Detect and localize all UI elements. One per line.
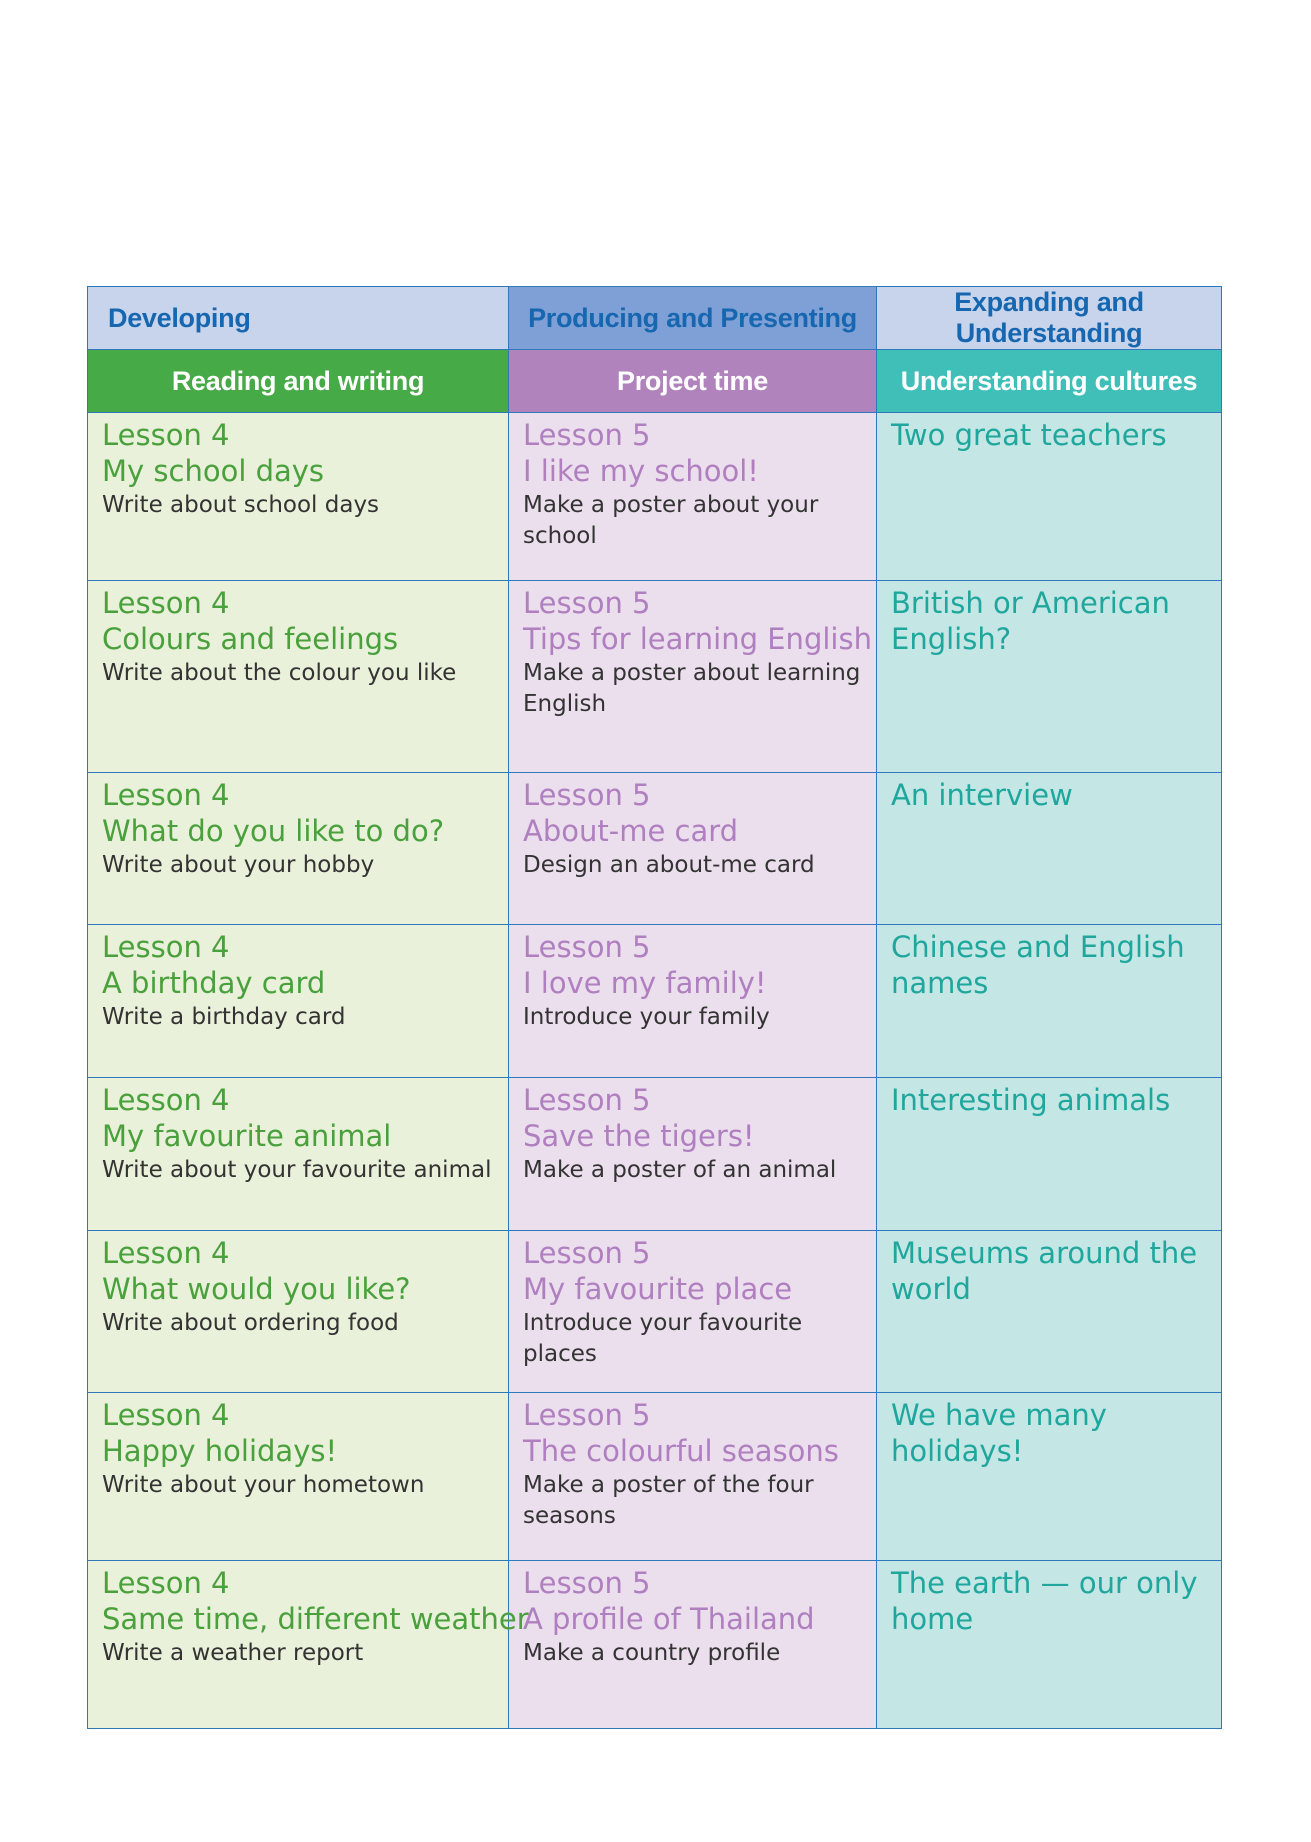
- project-time-cell: Lesson 5 About-me card Design an about-m…: [508, 772, 877, 925]
- culture-topic: Two great teachers: [891, 418, 1167, 452]
- section-understanding-cultures: Understanding cultures: [876, 349, 1222, 413]
- table-row: Lesson 4 A birthday card Write a birthda…: [87, 924, 1222, 1078]
- section-project-time: Project time: [508, 349, 877, 413]
- reading-writing-cell: Lesson 4 Colours and feelings Write abou…: [87, 580, 509, 773]
- lesson-task: Design an about-me card: [523, 852, 815, 878]
- reading-writing-cell: Lesson 4 Happy holidays! Write about you…: [87, 1392, 509, 1561]
- culture-cell: The earth — our only home: [876, 1560, 1222, 1729]
- table-row: Lesson 4 What do you like to do? Write a…: [87, 772, 1222, 925]
- culture-topic: Museums around the world: [891, 1236, 1198, 1306]
- lesson-number: Lesson 5: [523, 1236, 651, 1270]
- culture-cell: Museums around the world: [876, 1230, 1222, 1393]
- reading-writing-cell: Lesson 4 A birthday card Write a birthda…: [87, 924, 509, 1078]
- project-time-cell: Lesson 5 Tips for learning English Make …: [508, 580, 877, 773]
- lesson-title: What would you like?: [102, 1272, 411, 1306]
- project-time-cell: Lesson 5 Save the tigers! Make a poster …: [508, 1077, 877, 1231]
- lesson-task: Make a country profile: [523, 1640, 781, 1666]
- category-producing-presenting: Producing and Presenting: [508, 286, 877, 350]
- lesson-task: Write about the colour you like: [102, 660, 457, 686]
- culture-topic: The earth — our only home: [891, 1566, 1198, 1636]
- lesson-number: Lesson 5: [523, 1083, 651, 1117]
- culture-cell: Interesting animals: [876, 1077, 1222, 1231]
- lesson-number: Lesson 4: [102, 1083, 230, 1117]
- project-time-cell: Lesson 5 The colourful seasons Make a po…: [508, 1392, 877, 1561]
- culture-topic: British or American English?: [891, 586, 1170, 656]
- project-time-cell: Lesson 5 My favourite place Introduce yo…: [508, 1230, 877, 1393]
- lesson-title: My favourite animal: [102, 1119, 392, 1153]
- reading-writing-cell: Lesson 4 What would you like? Write abou…: [87, 1230, 509, 1393]
- lesson-title: About-me card: [523, 814, 739, 848]
- lesson-task: Introduce your favourite places: [523, 1310, 803, 1367]
- lesson-task: Make a poster of the four seasons: [523, 1472, 814, 1529]
- lesson-task: Write a birthday card: [102, 1004, 346, 1030]
- table-row: Lesson 4 What would you like? Write abou…: [87, 1230, 1222, 1393]
- lesson-number: Lesson 5: [523, 586, 651, 620]
- table-row: Lesson 4 Same time, different weather Wr…: [87, 1560, 1222, 1729]
- project-time-cell: Lesson 5 I love my family! Introduce you…: [508, 924, 877, 1078]
- lesson-title: Happy holidays!: [102, 1434, 338, 1468]
- lesson-title: A profile of Thailand: [523, 1602, 815, 1636]
- reading-writing-cell: Lesson 4 My favourite animal Write about…: [87, 1077, 509, 1231]
- lesson-number: Lesson 5: [523, 930, 651, 964]
- lesson-title: My favourite place: [523, 1272, 793, 1306]
- table-row: Lesson 4 Colours and feelings Write abou…: [87, 580, 1222, 773]
- culture-topic: An interview: [891, 778, 1073, 812]
- lesson-number: Lesson 4: [102, 930, 230, 964]
- lesson-title: Save the tigers!: [523, 1119, 755, 1153]
- reading-writing-cell: Lesson 4 Same time, different weather Wr…: [87, 1560, 529, 1729]
- culture-cell: We have many holidays!: [876, 1392, 1222, 1561]
- reading-writing-cell: Lesson 4 What do you like to do? Write a…: [87, 772, 509, 925]
- lesson-number: Lesson 5: [523, 1566, 651, 1600]
- lesson-number: Lesson 4: [102, 778, 230, 812]
- table-row: Lesson 4 My favourite animal Write about…: [87, 1077, 1222, 1231]
- lesson-number: Lesson 4: [102, 418, 230, 452]
- table-row: Lesson 4 Happy holidays! Write about you…: [87, 1392, 1222, 1561]
- culture-topic: We have many holidays!: [891, 1398, 1107, 1468]
- project-time-cell: Lesson 5 A profile of Thailand Make a co…: [508, 1560, 877, 1729]
- reading-writing-cell: Lesson 4 My school days Write about scho…: [87, 412, 509, 581]
- lesson-task: Introduce your family: [523, 1004, 770, 1030]
- culture-cell: British or American English?: [876, 580, 1222, 773]
- lesson-task: Write a weather report: [102, 1640, 364, 1666]
- lesson-title: My school days: [102, 454, 325, 488]
- culture-cell: Chinese and English names: [876, 924, 1222, 1078]
- project-time-cell: Lesson 5 I like my school! Make a poster…: [508, 412, 877, 581]
- lesson-number: Lesson 4: [102, 586, 230, 620]
- lesson-title: A birthday card: [102, 966, 326, 1000]
- lesson-task: Write about your hobby: [102, 852, 375, 878]
- lesson-task: Write about your favourite animal: [102, 1157, 492, 1183]
- lesson-number: Lesson 4: [102, 1236, 230, 1270]
- culture-cell: An interview: [876, 772, 1222, 925]
- lesson-number: Lesson 5: [523, 1398, 651, 1432]
- culture-cell: Two great teachers: [876, 412, 1222, 581]
- lesson-number: Lesson 4: [102, 1398, 230, 1432]
- lesson-title: I love my family!: [523, 966, 767, 1000]
- lesson-title: Same time, different weather: [102, 1602, 529, 1636]
- lesson-task: Write about school days: [102, 492, 380, 518]
- lesson-number: Lesson 4: [102, 1566, 230, 1600]
- category-header-row: Developing Producing and Presenting Expa…: [87, 286, 1222, 350]
- lesson-task: Make a poster about your school: [523, 492, 819, 549]
- lesson-task: Write about your hometown: [102, 1472, 425, 1498]
- lesson-title: What do you like to do?: [102, 814, 445, 848]
- section-header-row: Reading and writing Project time Underst…: [87, 349, 1222, 413]
- culture-topic: Chinese and English names: [891, 930, 1185, 1000]
- lesson-title: The colourful seasons: [523, 1434, 839, 1468]
- lesson-number: Lesson 5: [523, 778, 651, 812]
- lesson-task: Make a poster about learning English: [523, 660, 861, 717]
- lesson-title: Colours and feelings: [102, 622, 399, 656]
- table-row: Lesson 4 My school days Write about scho…: [87, 412, 1222, 581]
- section-reading-writing: Reading and writing: [87, 349, 509, 413]
- lesson-title: Tips for learning English: [523, 622, 872, 656]
- lesson-title: I like my school!: [523, 454, 759, 488]
- contents-table: Developing Producing and Presenting Expa…: [87, 286, 1222, 1729]
- culture-topic: Interesting animals: [891, 1083, 1171, 1117]
- lesson-task: Make a poster of an animal: [523, 1157, 837, 1183]
- category-expanding-understanding: Expanding and Understanding: [876, 286, 1222, 350]
- lesson-number: Lesson 5: [523, 418, 651, 452]
- category-developing: Developing: [87, 286, 509, 350]
- lesson-task: Write about ordering food: [102, 1310, 399, 1336]
